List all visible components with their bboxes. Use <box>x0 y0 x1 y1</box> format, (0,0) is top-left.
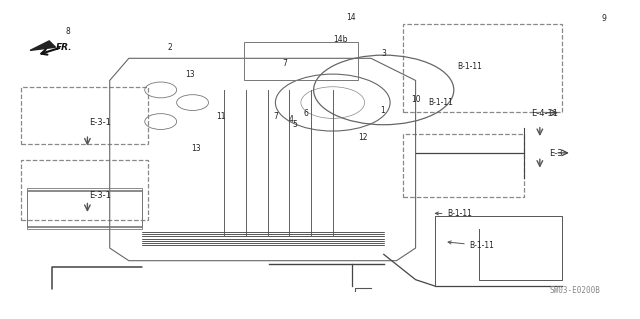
Text: 3: 3 <box>381 49 386 58</box>
Polygon shape <box>30 41 56 50</box>
Bar <box>27 188 141 226</box>
Text: 2: 2 <box>168 43 173 52</box>
Text: B-1-11: B-1-11 <box>435 209 472 219</box>
Text: E-4-11: E-4-11 <box>531 108 559 117</box>
Bar <box>27 191 141 229</box>
Text: 1: 1 <box>380 106 385 115</box>
Text: B-1-11: B-1-11 <box>458 62 482 71</box>
Text: 14b: 14b <box>333 35 348 44</box>
Text: 13: 13 <box>191 144 200 153</box>
Text: 12: 12 <box>358 133 368 142</box>
Text: 4: 4 <box>289 115 294 124</box>
Text: 7: 7 <box>273 112 278 121</box>
Text: E-3: E-3 <box>549 149 563 158</box>
Text: 7: 7 <box>282 59 287 68</box>
Text: B-1-11: B-1-11 <box>429 98 454 107</box>
Text: B-1-11: B-1-11 <box>448 241 495 250</box>
Bar <box>244 42 358 80</box>
Text: 13: 13 <box>185 70 195 78</box>
Text: 6: 6 <box>303 109 308 118</box>
Text: E-3-1: E-3-1 <box>89 191 111 200</box>
Text: 8: 8 <box>66 27 70 36</box>
Text: 11: 11 <box>216 112 225 121</box>
Text: E-3-1: E-3-1 <box>89 118 111 127</box>
Text: 9: 9 <box>601 14 606 23</box>
Bar <box>27 189 141 227</box>
Text: FR.: FR. <box>56 43 72 52</box>
Text: 10: 10 <box>411 95 420 104</box>
Text: SW03-E0200B: SW03-E0200B <box>550 286 600 295</box>
Text: 5: 5 <box>292 120 297 129</box>
Text: 14: 14 <box>346 13 355 22</box>
